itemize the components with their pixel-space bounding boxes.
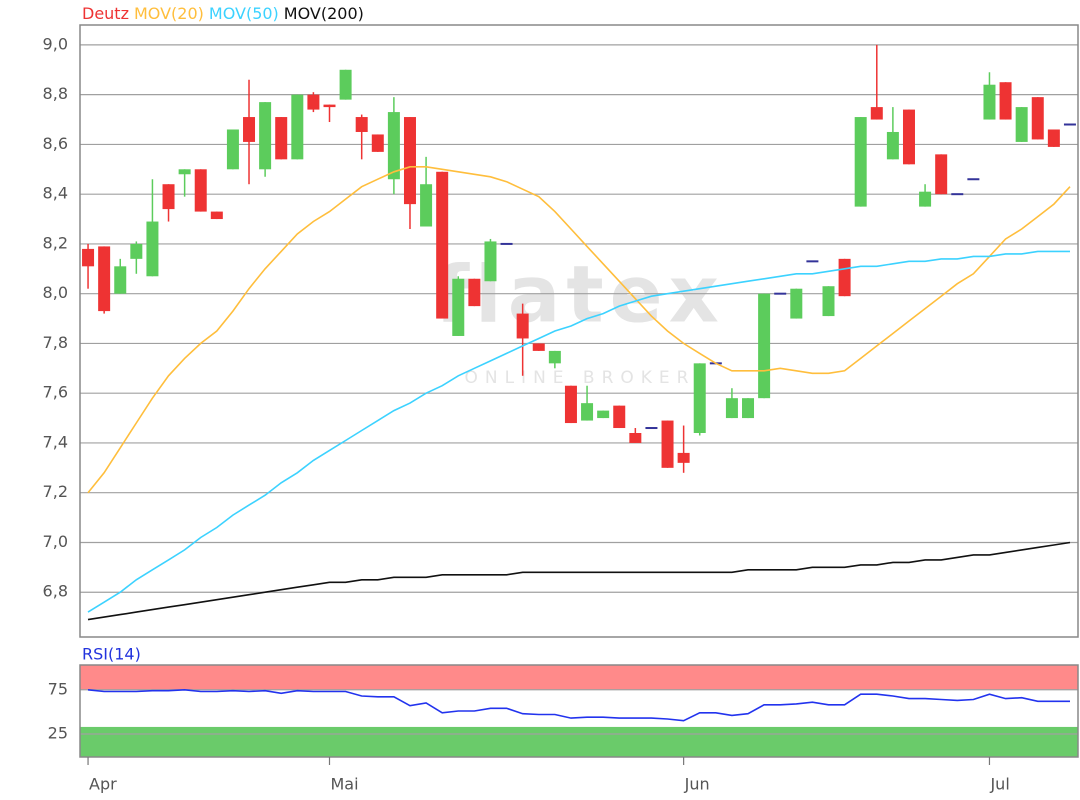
candle-body — [548, 350, 561, 364]
y-tick-label: 75 — [48, 679, 68, 698]
legend: Deutz MOV(20) MOV(50) MOV(200) — [82, 4, 364, 23]
watermark-logo: flatex — [435, 250, 725, 340]
candle-body — [452, 278, 465, 336]
candle-body — [484, 241, 497, 282]
candle-body — [194, 169, 207, 212]
legend-entry: MOV(20) — [134, 4, 204, 23]
candle-body — [822, 286, 835, 317]
y-tick-label: 7,2 — [43, 482, 68, 501]
candle-body — [613, 405, 626, 429]
series-line — [87, 166, 1071, 494]
rsi-zone — [80, 726, 1078, 757]
candle-body — [243, 117, 256, 142]
candle-body — [162, 184, 175, 210]
candle-body — [291, 94, 304, 160]
candle-body — [178, 169, 191, 175]
legend-entry: Deutz — [82, 4, 129, 23]
x-tick-label: Jul — [989, 775, 1009, 794]
y-tick-label: 6,8 — [43, 582, 68, 601]
series-line — [87, 688, 1070, 722]
candle-body — [919, 191, 932, 207]
watermark-tagline: ONLINE BROKER — [464, 368, 695, 388]
candle-body — [886, 131, 899, 160]
legend-entry: MOV(50) — [209, 4, 279, 23]
y-tick-label: 7,6 — [43, 383, 68, 402]
x-tick-label: Apr — [89, 775, 117, 794]
candle-body — [870, 107, 883, 120]
candle-body — [98, 246, 111, 312]
candle-body — [307, 94, 320, 110]
plot-frame — [79, 664, 1079, 758]
candle-body — [516, 313, 529, 339]
candle-body — [1031, 97, 1044, 140]
candle-body — [629, 433, 642, 443]
legend-entry: MOV(200) — [284, 4, 364, 23]
candle-body — [1047, 129, 1060, 147]
candle-body — [693, 363, 706, 433]
y-tick-label: 8,0 — [43, 283, 68, 302]
x-tick-label: Jun — [684, 775, 710, 794]
y-tick-label: 7,4 — [43, 432, 68, 451]
candle-body — [275, 117, 288, 160]
y-tick-label: 25 — [48, 724, 68, 743]
rsi-zone — [80, 665, 1078, 690]
y-tick-label: 8,8 — [43, 84, 68, 103]
candle-body — [790, 288, 803, 319]
candle-body — [564, 385, 577, 424]
candle-body — [902, 109, 915, 165]
candle-body — [742, 398, 755, 419]
candle-body — [82, 248, 95, 267]
plot-frame — [79, 24, 1079, 638]
candle-body — [597, 410, 610, 419]
candle-body — [371, 134, 384, 152]
candle-body — [355, 117, 368, 132]
candle-body — [661, 420, 674, 468]
candle-body — [226, 129, 239, 170]
candle-body — [420, 184, 433, 227]
candle-body — [210, 211, 223, 220]
y-tick-label: 9,0 — [43, 34, 68, 53]
y-tick-label: 8,4 — [43, 184, 68, 203]
candle-body — [259, 102, 272, 170]
series-line — [87, 541, 1071, 621]
candle-body — [436, 171, 449, 319]
candle-body — [1015, 107, 1028, 142]
candle-body — [130, 243, 143, 259]
y-tick-label: 7,8 — [43, 333, 68, 352]
candle-body — [323, 104, 336, 108]
candle-body — [935, 154, 948, 195]
y-tick-label: 8,6 — [43, 134, 68, 153]
candle-body — [725, 398, 738, 419]
candle-body — [758, 293, 771, 399]
panel-title: RSI(14) — [82, 645, 141, 664]
candle-body — [677, 452, 690, 463]
candle-body — [387, 112, 400, 180]
candle-body — [403, 117, 416, 205]
y-tick-label: 8,2 — [43, 233, 68, 252]
candle-body — [983, 84, 996, 120]
x-tick-label: Mai — [331, 775, 359, 794]
candle-body — [468, 278, 481, 307]
candle-body — [854, 117, 867, 207]
candle-body — [114, 266, 127, 294]
candle-body — [339, 69, 352, 100]
candle-body — [146, 221, 159, 277]
candle-body — [532, 343, 545, 351]
series-line — [87, 250, 1070, 613]
candle-body — [838, 258, 851, 297]
candle-body — [581, 403, 594, 421]
y-tick-label: 7,0 — [43, 532, 68, 551]
candle-body — [999, 82, 1012, 120]
